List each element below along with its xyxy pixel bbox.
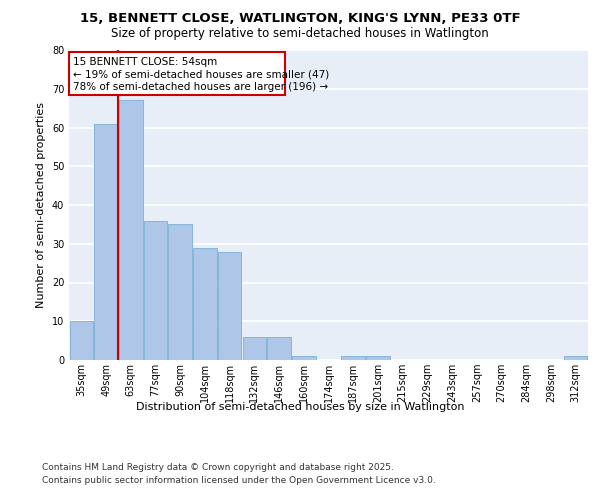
Bar — [292, 356, 316, 360]
Bar — [218, 252, 241, 360]
Text: Size of property relative to semi-detached houses in Watlington: Size of property relative to semi-detach… — [111, 28, 489, 40]
Bar — [564, 356, 587, 360]
Text: 15, BENNETT CLOSE, WATLINGTON, KING'S LYNN, PE33 0TF: 15, BENNETT CLOSE, WATLINGTON, KING'S LY… — [80, 12, 520, 26]
FancyBboxPatch shape — [70, 52, 284, 94]
Bar — [366, 356, 389, 360]
Bar — [119, 100, 143, 360]
Bar — [169, 224, 192, 360]
Text: ← 19% of semi-detached houses are smaller (47): ← 19% of semi-detached houses are smalle… — [73, 70, 329, 80]
Text: 15 BENNETT CLOSE: 54sqm: 15 BENNETT CLOSE: 54sqm — [73, 56, 217, 66]
Bar — [268, 337, 291, 360]
Bar — [70, 322, 93, 360]
Text: 78% of semi-detached houses are larger (196) →: 78% of semi-detached houses are larger (… — [73, 82, 328, 92]
Bar — [94, 124, 118, 360]
Y-axis label: Number of semi-detached properties: Number of semi-detached properties — [36, 102, 46, 308]
Bar — [242, 337, 266, 360]
Text: Distribution of semi-detached houses by size in Watlington: Distribution of semi-detached houses by … — [136, 402, 464, 412]
Bar — [341, 356, 365, 360]
Bar — [144, 220, 167, 360]
Bar — [193, 248, 217, 360]
Text: Contains public sector information licensed under the Open Government Licence v3: Contains public sector information licen… — [42, 476, 436, 485]
Text: Contains HM Land Registry data © Crown copyright and database right 2025.: Contains HM Land Registry data © Crown c… — [42, 462, 394, 471]
